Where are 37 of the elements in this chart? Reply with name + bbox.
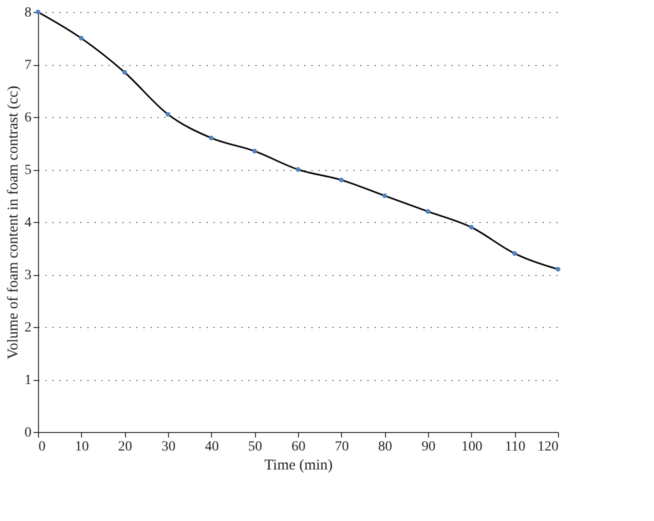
x-tick-label: 20 xyxy=(118,440,132,454)
point xyxy=(382,193,388,198)
y-axis-title: Volume of foam content in foam contrast (cc) xyxy=(6,86,22,360)
y-tick-label: 1 xyxy=(24,373,32,388)
y-tick-label: 7 xyxy=(24,58,32,73)
point xyxy=(78,36,84,41)
point xyxy=(426,209,430,214)
point xyxy=(122,70,128,75)
y-tick-label: 3 xyxy=(24,268,32,283)
point xyxy=(296,167,300,172)
x-tick-label: 80 xyxy=(378,440,392,454)
x-tick-label: 90 xyxy=(422,440,436,454)
point xyxy=(468,224,474,230)
x-axis-title: Time (min) xyxy=(264,458,333,474)
x-tick-label: 10 xyxy=(74,440,89,454)
point xyxy=(208,136,214,140)
y-tick-label: 2 xyxy=(24,320,32,336)
y-tick-label: 6 xyxy=(24,110,32,126)
y-tick-label: 0 xyxy=(24,426,32,440)
y-tick-label: 5 xyxy=(24,163,32,178)
x-tick-label: 0 xyxy=(38,440,46,454)
y-tick-label: 4 xyxy=(24,216,32,230)
x-tick-label: 70 xyxy=(334,440,349,454)
point xyxy=(252,148,258,154)
point xyxy=(166,112,170,117)
x-tick-label: 110 xyxy=(504,440,526,454)
x-tick-label: 50 xyxy=(248,440,262,454)
point xyxy=(512,251,518,256)
x-tick-label: 120 xyxy=(538,440,558,454)
x-tick-label: 100 xyxy=(461,440,482,454)
x-tick-label: 30 xyxy=(162,440,176,454)
y-tick-label: 8 xyxy=(24,6,32,20)
point xyxy=(338,178,344,182)
point xyxy=(36,10,40,14)
x-tick-label: 60 xyxy=(292,440,306,454)
point xyxy=(556,266,560,272)
x-tick-label: 40 xyxy=(204,440,219,454)
